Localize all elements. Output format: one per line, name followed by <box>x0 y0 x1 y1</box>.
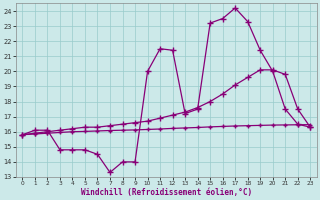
X-axis label: Windchill (Refroidissement éolien,°C): Windchill (Refroidissement éolien,°C) <box>81 188 252 197</box>
